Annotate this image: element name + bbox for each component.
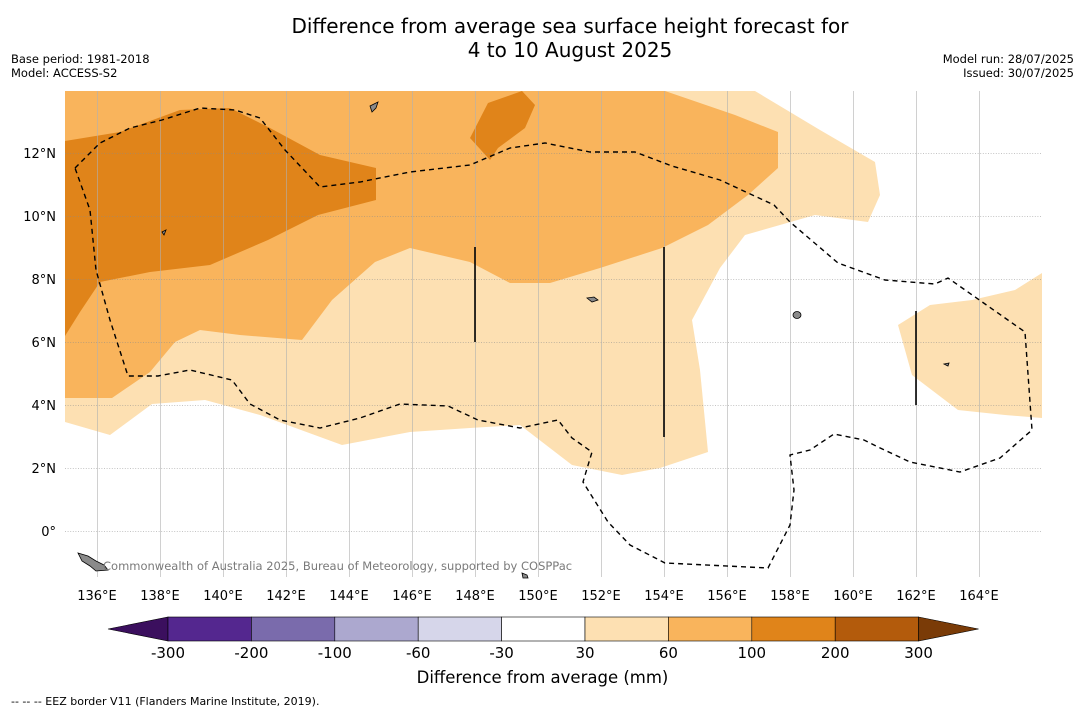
colorbar-segment bbox=[834, 616, 919, 642]
island-atoll-c bbox=[942, 362, 950, 367]
colorbar-tick-label: 100 bbox=[737, 644, 766, 662]
lat-label-2n: 2°N bbox=[32, 462, 57, 477]
colorbar-segments bbox=[107, 616, 979, 642]
colorbar-segment bbox=[584, 616, 669, 642]
lon-label-146e: 146°E bbox=[392, 589, 432, 604]
lat-label-0: 0° bbox=[41, 525, 56, 540]
colorbar-segment bbox=[167, 616, 252, 642]
lon-label-148e: 148°E bbox=[455, 589, 495, 604]
colorbar-tick-label: -60 bbox=[406, 644, 431, 662]
base-period: Base period: 1981-2018 bbox=[11, 52, 150, 66]
title-line-2: 4 to 10 August 2025 bbox=[467, 38, 673, 62]
lat-label-8n: 8°N bbox=[32, 273, 57, 288]
colorbar-segment bbox=[334, 616, 419, 642]
map-panel: Commonwealth of Australia 2025, Bureau o… bbox=[65, 91, 1042, 579]
lon-label-142e: 142°E bbox=[266, 589, 306, 604]
model-name: Model: ACCESS-S2 bbox=[11, 66, 118, 80]
lat-label-10n: 10°N bbox=[23, 210, 56, 225]
colorbar-arrow-high bbox=[918, 616, 979, 642]
copyright-text: Commonwealth of Australia 2025, Bureau o… bbox=[103, 559, 572, 573]
lon-label-158e: 158°E bbox=[770, 589, 810, 604]
colorbar-tick-label: -30 bbox=[489, 644, 514, 662]
contour-fills bbox=[65, 91, 1042, 475]
colorbar-tick-label: 200 bbox=[821, 644, 850, 662]
lat-label-4n: 4°N bbox=[32, 399, 57, 414]
contour-100-200-north bbox=[470, 91, 535, 160]
lon-label-164e: 164°E bbox=[959, 589, 999, 604]
colorbar-tick-label: 30 bbox=[575, 644, 594, 662]
footnote: -- -- -- EEZ border V11 (Flanders Marine… bbox=[11, 695, 320, 708]
issued-date: Issued: 30/07/2025 bbox=[963, 66, 1074, 80]
lon-label-136e: 136°E bbox=[77, 589, 117, 604]
colorbar-label: Difference from average (mm) bbox=[416, 668, 669, 687]
lon-label-144e: 144°E bbox=[329, 589, 369, 604]
map-title: Difference from average sea surface heig… bbox=[0, 14, 1085, 62]
lat-label-6n: 6°N bbox=[32, 336, 57, 351]
colorbar-segment bbox=[668, 616, 753, 642]
island-atoll-b bbox=[586, 296, 599, 303]
islands bbox=[77, 101, 950, 579]
eez-border-palau-fsm bbox=[74, 107, 1033, 569]
colorbar-segment bbox=[501, 616, 586, 642]
island-pohnpei bbox=[792, 311, 802, 319]
colorbar-segment bbox=[251, 616, 336, 642]
meta-left: Base period: 1981-2018 Model: ACCESS-S2 bbox=[11, 52, 150, 80]
colorbar-segment bbox=[417, 616, 502, 642]
contour-30-60-east bbox=[898, 273, 1042, 418]
lon-label-162e: 162°E bbox=[896, 589, 936, 604]
island-atoll-a bbox=[161, 229, 167, 236]
colorbar-tick-label: -200 bbox=[234, 644, 268, 662]
lon-label-138e: 138°E bbox=[140, 589, 180, 604]
colorbar-arrow-low bbox=[107, 616, 169, 642]
lon-label-140e: 140°E bbox=[203, 589, 243, 604]
island-north bbox=[369, 101, 379, 113]
colorbar-tick-label: -300 bbox=[151, 644, 185, 662]
colorbar-tick-label: 300 bbox=[904, 644, 933, 662]
lon-label-152e: 152°E bbox=[581, 589, 621, 604]
meta-right: Model run: 28/07/2025 Issued: 30/07/2025 bbox=[943, 52, 1074, 80]
model-run: Model run: 28/07/2025 bbox=[942, 52, 1074, 66]
lon-label-154e: 154°E bbox=[644, 589, 684, 604]
colorbar: -300 -200 -100 -60 -30 30 60 100 200 300 bbox=[107, 616, 979, 662]
lat-label-12n: 12°N bbox=[23, 147, 56, 162]
lon-label-156e: 156°E bbox=[707, 589, 747, 604]
colorbar-ticks: -300 -200 -100 -60 -30 30 60 100 200 300 bbox=[151, 644, 933, 662]
island-palau bbox=[77, 552, 109, 572]
lon-label-150e: 150°E bbox=[518, 589, 558, 604]
gridlines bbox=[65, 91, 1042, 577]
island-south bbox=[521, 572, 529, 579]
colorbar-segment bbox=[751, 616, 836, 642]
lon-axis: 136°E 138°E 140°E 142°E 144°E 146°E 148°… bbox=[77, 589, 999, 604]
lat-axis: 12°N 10°N 8°N 6°N 4°N 2°N 0° bbox=[23, 147, 56, 540]
colorbar-tick-label: 60 bbox=[659, 644, 678, 662]
title-line-1: Difference from average sea surface heig… bbox=[291, 14, 849, 38]
eez-borders bbox=[74, 107, 1033, 569]
lon-label-160e: 160°E bbox=[833, 589, 873, 604]
colorbar-tick-label: -100 bbox=[318, 644, 352, 662]
boundary-segments bbox=[474, 247, 917, 437]
